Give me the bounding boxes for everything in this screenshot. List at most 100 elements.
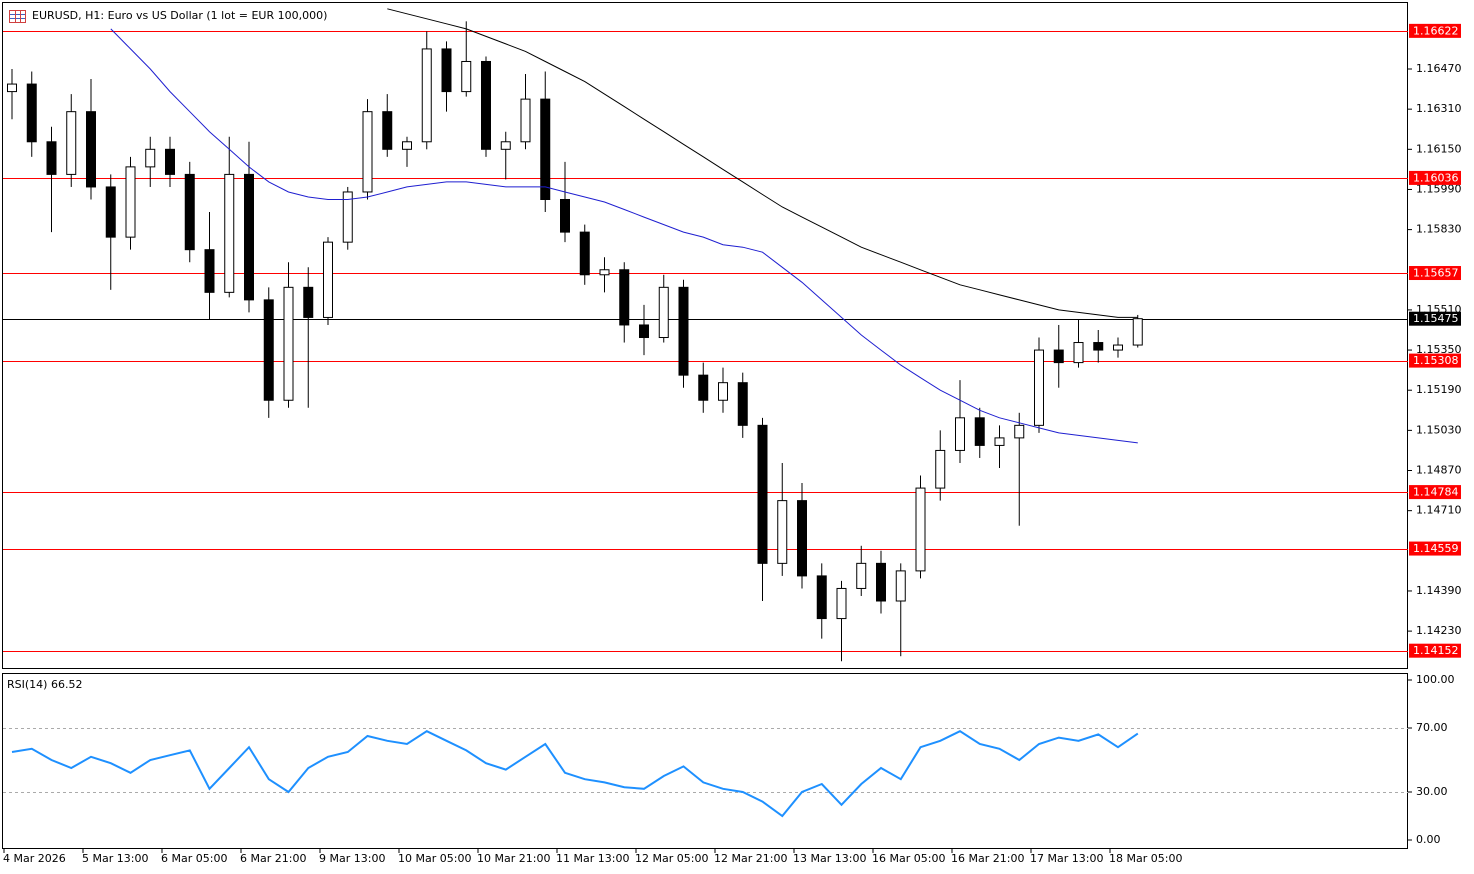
- candle-body: [66, 111, 77, 175]
- x-tick-label: 11 Mar 13:00: [556, 852, 629, 865]
- y-tick-label: 1.15990: [1416, 182, 1462, 195]
- candle-body: [125, 166, 136, 238]
- y-tick-label: 1.14390: [1416, 584, 1462, 597]
- candle-body: [461, 60, 472, 93]
- y-tick-label: 0.00: [1416, 833, 1441, 846]
- level-price-box: [1409, 541, 1461, 556]
- candle-body: [1014, 424, 1025, 439]
- chart-title: EURUSD, H1: Euro vs US Dollar (1 lot = E…: [32, 9, 327, 22]
- candle-body: [224, 173, 235, 293]
- candle-body: [1132, 318, 1143, 346]
- y-tick-label: 1.16150: [1416, 142, 1462, 155]
- line-series: [387, 8, 1138, 318]
- level-price-box: [1409, 170, 1461, 185]
- candle-body: [500, 141, 511, 150]
- line-series: [110, 28, 1138, 444]
- x-tick-label: 10 Mar 21:00: [477, 852, 550, 865]
- y-tick-label: 1.14710: [1416, 504, 1462, 517]
- candle-body: [718, 382, 728, 401]
- candle-body: [1053, 349, 1064, 364]
- price-label: 1.15475: [1413, 312, 1459, 325]
- candle-body: [777, 500, 788, 564]
- x-tick-label: 13 Mar 13:00: [793, 852, 866, 865]
- candle-body: [323, 241, 333, 318]
- candle-body: [895, 570, 906, 602]
- candle-body: [342, 191, 353, 243]
- level-price-box: [1409, 353, 1461, 368]
- candle-body: [540, 98, 551, 200]
- candle-body: [26, 83, 37, 143]
- level-price-box: [1409, 266, 1461, 281]
- candle-body: [955, 417, 965, 451]
- candle-body: [382, 111, 393, 150]
- level-price-label: 1.14152: [1413, 644, 1459, 657]
- candle-body: [994, 437, 1005, 446]
- line-series: [11, 730, 1139, 818]
- candle-body: [1113, 344, 1123, 351]
- x-tick-label: 16 Mar 21:00: [951, 852, 1024, 865]
- candle-body: [1073, 342, 1084, 364]
- candle-body: [856, 562, 867, 589]
- x-tick-label: 10 Mar 05:00: [398, 852, 471, 865]
- y-tick-label: 1.14870: [1416, 464, 1462, 477]
- x-tick-label: 4 Mar 2026: [3, 852, 66, 865]
- rsi-panel: [2, 673, 1408, 849]
- candle-body: [441, 48, 452, 93]
- candle-body: [678, 286, 689, 376]
- candle-body: [698, 374, 709, 401]
- candle-body: [737, 382, 748, 426]
- y-tick-label: 70.00: [1416, 721, 1448, 734]
- x-tick-label: 18 Mar 05:00: [1109, 852, 1182, 865]
- y-tick-label: 30.00: [1416, 785, 1448, 798]
- candle-body: [145, 148, 156, 168]
- candle-body: [915, 487, 926, 572]
- level-price-box: [1409, 643, 1461, 658]
- y-tick-label: 1.15030: [1416, 423, 1462, 436]
- y-tick-label: 100.00: [1416, 673, 1455, 686]
- candle-body: [560, 198, 570, 233]
- level-price-label: 1.14784: [1413, 486, 1459, 499]
- level-price-label: 1.16036: [1413, 171, 1459, 184]
- y-tick-label: 1.15190: [1416, 383, 1462, 396]
- candle-body: [1093, 342, 1104, 351]
- y-tick-label: 1.15830: [1416, 223, 1462, 236]
- candle-body: [303, 286, 314, 318]
- x-tick-label: 6 Mar 05:00: [161, 852, 227, 865]
- candle-body: [184, 173, 195, 251]
- candle-body: [876, 562, 886, 602]
- x-tick-label: 16 Mar 05:00: [872, 852, 945, 865]
- y-tick-label: 1.16470: [1416, 62, 1462, 75]
- candle-body: [402, 141, 412, 150]
- rsi-title: RSI(14) 66.52: [7, 678, 82, 691]
- y-tick-label: 1.16310: [1416, 102, 1462, 115]
- candle-body: [836, 587, 847, 620]
- candle-body: [935, 449, 946, 489]
- candle-body: [481, 60, 491, 150]
- y-tick-label: 1.15350: [1416, 343, 1462, 356]
- x-tick-label: 17 Mar 13:00: [1030, 852, 1103, 865]
- level-price-label: 1.15308: [1413, 354, 1459, 367]
- x-tick-label: 12 Mar 05:00: [635, 852, 708, 865]
- candle-body: [619, 269, 630, 326]
- level-price-box: [1409, 23, 1461, 38]
- candle-body: [757, 424, 768, 564]
- candle-body: [105, 186, 116, 238]
- candle-body: [362, 111, 373, 193]
- candle-body: [797, 500, 807, 577]
- level-price-box: [1409, 485, 1461, 500]
- candle-body: [658, 286, 669, 339]
- symbol-icon: [9, 10, 26, 23]
- candle-body: [639, 324, 649, 339]
- candle-body: [46, 141, 57, 175]
- x-tick-label: 5 Mar 13:00: [82, 852, 148, 865]
- x-tick-label: 6 Mar 21:00: [240, 852, 306, 865]
- level-price-label: 1.15657: [1413, 267, 1459, 280]
- candle-body: [520, 98, 531, 143]
- candle-body: [599, 269, 610, 276]
- x-tick-label: 9 Mar 13:00: [319, 852, 385, 865]
- x-tick-label: 12 Mar 21:00: [714, 852, 787, 865]
- candle-body: [1034, 349, 1044, 426]
- candle-body: [974, 417, 985, 446]
- candle-body: [7, 83, 17, 93]
